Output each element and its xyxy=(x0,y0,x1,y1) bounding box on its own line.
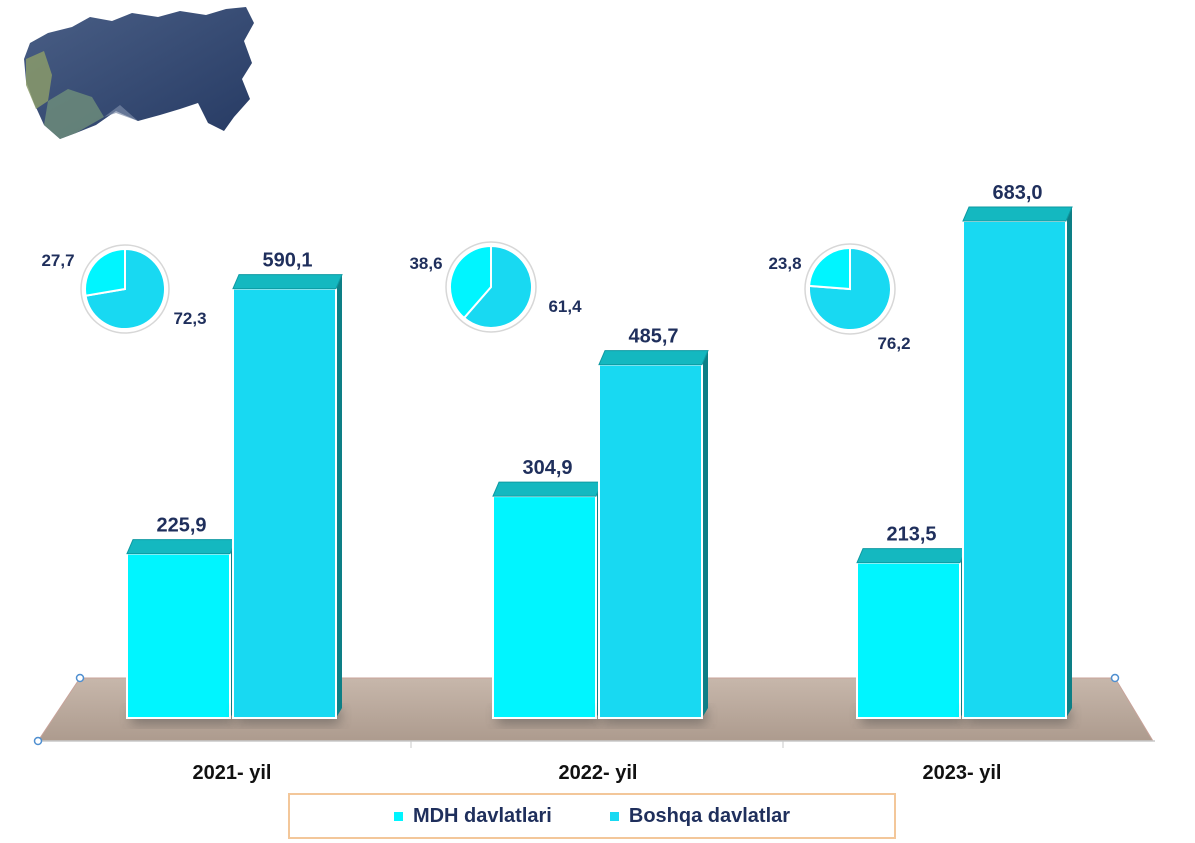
legend-label-mdh: MDH davlatlari xyxy=(412,804,552,827)
legend-swatch-boshqa xyxy=(609,811,619,821)
pie-slice-mdh xyxy=(84,247,126,297)
legend-item-mdh: MDH davlatlari xyxy=(393,804,552,828)
bar-value-label: 485,7 xyxy=(628,326,678,348)
floor-handle[interactable] xyxy=(33,736,43,746)
floor-handle[interactable] xyxy=(75,673,85,683)
pie-label-boshqa: 61,4 xyxy=(548,297,582,316)
bar-side xyxy=(1066,207,1072,718)
bar-top xyxy=(856,548,967,564)
floor-handle[interactable] xyxy=(1110,673,1120,683)
map-of-russia-icon xyxy=(24,7,254,139)
category-label: 2022- yil xyxy=(559,762,638,784)
pie-label-boshqa: 76,2 xyxy=(877,334,910,353)
pie-slice-mdh xyxy=(449,244,492,320)
bar-value-label: 590,1 xyxy=(262,250,312,272)
pie-slice-mdh xyxy=(808,246,851,291)
pie-label-mdh: 38,6 xyxy=(409,254,442,273)
bar-value-label: 683,0 xyxy=(992,182,1042,204)
bar-mdh xyxy=(492,495,597,719)
labels-layer: 225,9 590,1 304,9 485,7 213,5 683,0 xyxy=(156,182,1042,546)
bar-value-label: 304,9 xyxy=(522,457,572,479)
bar-top xyxy=(962,206,1073,222)
bar-top xyxy=(232,274,343,290)
pie-label-mdh: 27,7 xyxy=(41,251,74,270)
bars-layer xyxy=(126,206,1073,724)
bar-top xyxy=(126,539,237,555)
bar-top xyxy=(492,481,603,497)
bar-value-label: 225,9 xyxy=(156,515,206,537)
bar-value-label: 213,5 xyxy=(886,524,936,546)
bar-top xyxy=(598,350,709,366)
category-labels: 2021- yil 2022- yil 2023- yil xyxy=(193,762,1002,784)
category-label: 2023- yil xyxy=(923,762,1002,784)
pie-label-boshqa: 72,3 xyxy=(173,309,206,328)
legend-item-boshqa: Boshqa davlatlar xyxy=(609,804,791,828)
category-label: 2021- yil xyxy=(193,762,272,784)
bar-mdh xyxy=(126,552,231,720)
legend: MDH davlatlari Boshqa davlatlar xyxy=(288,793,896,839)
pie-slice-boshqa xyxy=(462,244,533,329)
pies-layer: 27,7 72,3 38,6 61,4 23,8 76,2 xyxy=(41,241,911,353)
bar-side xyxy=(702,350,708,718)
pie-label-mdh: 23,8 xyxy=(768,254,801,273)
bar-boshqa xyxy=(962,220,1067,719)
bar-boshqa xyxy=(598,363,703,719)
bar-boshqa xyxy=(232,287,337,719)
legend-label-boshqa: Boshqa davlatlar xyxy=(628,804,791,827)
bar-mdh xyxy=(856,561,961,720)
legend-swatch-mdh xyxy=(393,811,403,821)
bar-side xyxy=(336,274,342,718)
